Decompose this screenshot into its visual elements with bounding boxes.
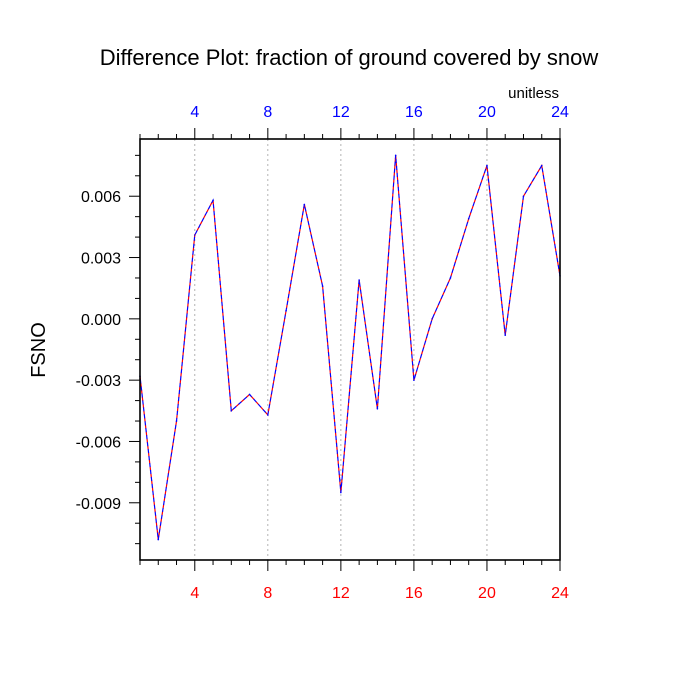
data-point bbox=[486, 164, 488, 167]
x-tick-label-top: 24 bbox=[551, 104, 569, 121]
chart-title: Difference Plot: fraction of ground cove… bbox=[100, 45, 599, 70]
units-label: unitless bbox=[508, 85, 559, 102]
data-point bbox=[157, 538, 160, 541]
data-point bbox=[340, 491, 342, 494]
data-point bbox=[175, 420, 178, 422]
data-point bbox=[267, 414, 269, 416]
data-point bbox=[193, 234, 196, 236]
tick-label-layer: 4 8 12 16 20 24 4 8 12 16 20 24 0.006 0.003 0.000 -0.00… bbox=[76, 104, 569, 602]
data-point bbox=[376, 407, 379, 410]
x-tick-label-bottom: 12 bbox=[332, 585, 350, 602]
data-point bbox=[212, 199, 214, 202]
data-point bbox=[431, 318, 433, 320]
y-tick-label: 0.006 bbox=[81, 189, 121, 206]
x-tick-label-bottom: 16 bbox=[405, 585, 423, 602]
data-point bbox=[321, 285, 324, 287]
x-tick-label-top: 4 bbox=[190, 104, 199, 121]
x-tick-label-bottom: 20 bbox=[478, 585, 496, 602]
data-point bbox=[540, 164, 543, 167]
grid-layer bbox=[194, 139, 488, 560]
data-point bbox=[303, 203, 306, 206]
x-tick-label-top: 8 bbox=[263, 104, 272, 121]
data-point bbox=[467, 217, 470, 220]
data-point bbox=[248, 393, 251, 396]
x-tick-label-top: 16 bbox=[405, 104, 423, 121]
y-tick-label: 0.003 bbox=[81, 251, 121, 268]
data-point bbox=[449, 277, 452, 279]
y-axis-label: FSNO bbox=[28, 322, 50, 378]
data-point bbox=[230, 410, 233, 412]
series-line-red bbox=[139, 155, 561, 540]
x-tick-label-bottom: 24 bbox=[551, 585, 569, 602]
x-tick-label-top: 20 bbox=[478, 104, 496, 121]
data-point bbox=[358, 279, 360, 281]
x-tick-label-top: 12 bbox=[332, 104, 350, 121]
series-line-blue bbox=[139, 155, 561, 540]
data-point bbox=[394, 154, 397, 157]
y-tick-label: -0.009 bbox=[76, 496, 121, 513]
y-tick-label: -0.003 bbox=[76, 373, 121, 390]
x-tick-label-bottom: 4 bbox=[190, 585, 199, 602]
data-point bbox=[285, 309, 287, 312]
y-tick-label: -0.006 bbox=[76, 434, 121, 451]
series-layer bbox=[139, 154, 561, 541]
plot-frame bbox=[139, 138, 561, 561]
data-point bbox=[504, 334, 507, 336]
data-point bbox=[413, 379, 415, 381]
data-point bbox=[522, 195, 525, 198]
tick-layer bbox=[129, 128, 561, 571]
y-tick-label: 0.000 bbox=[81, 312, 121, 329]
x-tick-label-bottom: 8 bbox=[263, 585, 272, 602]
